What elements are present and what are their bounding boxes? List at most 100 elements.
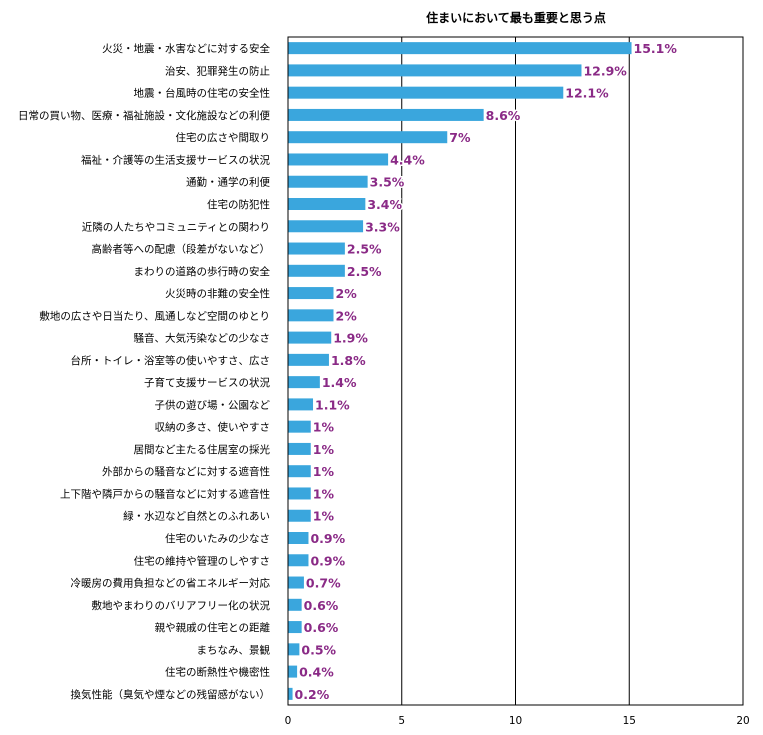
bar — [288, 398, 314, 411]
category-label: 居間など主たる住居室の採光 — [134, 443, 271, 456]
category-label: 近隣の人たちやコミュニティとの関わり — [82, 220, 270, 233]
grid — [401, 37, 630, 705]
category-label: 上下階や隣戸からの騒音などに対する遮音性 — [60, 487, 270, 500]
category-label: 騒音、大気汚染などの少なさ — [134, 332, 271, 345]
category-label: 台所・トイレ・浴室等の使いやすさ、広さ — [71, 354, 271, 367]
x-axis-ticks: 0 5 10 15 20 — [285, 715, 750, 727]
bar — [288, 665, 298, 678]
bar — [288, 153, 389, 166]
category-labels: 火災・地震・水害などに対する安全治安、犯罪発生の防止地震・台風時の住宅の安全性日… — [18, 42, 270, 701]
bar — [288, 131, 448, 144]
bar — [288, 598, 302, 611]
data-label: 1.1% — [315, 397, 350, 412]
category-label: 住宅のいたみの少なさ — [165, 532, 270, 545]
bar — [288, 175, 368, 188]
data-label: 0.9% — [310, 553, 345, 568]
bar — [288, 331, 332, 344]
bar — [288, 64, 582, 77]
data-label: 2.5% — [347, 264, 382, 279]
data-label: 0.5% — [301, 642, 336, 657]
bar — [288, 86, 564, 99]
data-label: 1.8% — [331, 353, 366, 368]
data-label: 2% — [336, 286, 358, 301]
x-tick-label: 15 — [623, 715, 636, 727]
data-label: 15.1% — [634, 41, 678, 56]
category-label: 日常の買い物、医療・福祉施設・文化施設などの利便 — [18, 109, 270, 122]
category-label: 住宅の広さや間取り — [176, 131, 271, 144]
category-label: 治安、犯罪発生の防止 — [165, 64, 270, 77]
category-label: 緑・水辺など自然とのふれあい — [123, 510, 270, 523]
data-label: 1% — [313, 464, 335, 479]
bar — [288, 242, 345, 255]
category-label: 通勤・通学の利便 — [186, 176, 270, 189]
value-labels: 15.1% 12.9% 12.1% 8.6% 7% 4.4% 3.5% 3.4% 3.3% 2.5… — [293, 40, 679, 704]
bar — [288, 509, 311, 522]
x-tick-label: 20 — [736, 715, 749, 727]
category-label: 敷地の広さや日当たり、風通しなど空間のゆとり — [39, 309, 270, 322]
category-label: 高齢者等への配慮（段差がないなど） — [92, 243, 271, 256]
category-label: 火災時の非難の安全性 — [165, 287, 270, 300]
data-label: 1.4% — [322, 375, 357, 390]
bar — [288, 643, 300, 656]
category-label: まわりの道路の歩行時の安全 — [134, 265, 271, 278]
category-label: 冷暖房の費用負担などの省エネルギー対応 — [71, 577, 271, 590]
category-label: 換気性能（臭気や煙などの残留感がない） — [71, 688, 271, 701]
bar — [288, 465, 311, 478]
data-label: 0.2% — [295, 687, 330, 702]
data-label: 0.6% — [304, 620, 339, 635]
data-label: 0.6% — [304, 598, 339, 613]
bar — [288, 42, 632, 55]
bar — [288, 287, 334, 300]
bar — [288, 198, 366, 210]
category-label: 地震・台風時の住宅の安全性 — [134, 87, 271, 100]
data-label: 4.4% — [390, 152, 425, 167]
data-label: 2.5% — [347, 242, 382, 257]
data-label: 0.4% — [299, 665, 334, 680]
bar — [288, 687, 293, 700]
category-label: 住宅の維持や管理のしやすさ — [134, 554, 270, 567]
category-label: 子育て支援サービスの状況 — [144, 376, 270, 389]
data-label: 1% — [313, 442, 335, 457]
bar — [288, 487, 311, 500]
bar — [288, 376, 320, 389]
data-label: 2% — [336, 308, 358, 323]
x-tick-label: 5 — [398, 715, 405, 727]
bar — [288, 264, 345, 277]
x-tick-label: 0 — [285, 715, 292, 727]
category-label: 住宅の断熱性や機密性 — [165, 666, 270, 679]
category-label: まちなみ、景観 — [197, 643, 271, 656]
data-label: 1% — [313, 486, 335, 501]
category-label: 外部からの騒音などに対する遮音性 — [102, 465, 270, 478]
bar — [288, 442, 311, 455]
data-label: 12.1% — [565, 86, 609, 101]
data-label: 1% — [313, 420, 335, 435]
bar — [288, 108, 484, 121]
data-label: 12.9% — [583, 63, 627, 78]
category-label: 子供の遊び場・公園など — [155, 398, 271, 411]
bar — [288, 576, 304, 589]
data-label: 3.3% — [365, 219, 400, 234]
bar — [288, 532, 309, 544]
data-label: 1.9% — [333, 331, 368, 346]
data-label: 0.7% — [306, 576, 341, 591]
category-label: 火災・地震・水害などに対する安全 — [102, 42, 270, 55]
category-label: 収納の多さ、使いやすさ — [155, 421, 271, 434]
data-label: 0.9% — [310, 531, 345, 546]
data-label: 3.4% — [367, 197, 402, 212]
category-label: 親や親戚の住宅との距離 — [155, 621, 271, 634]
data-label: 1% — [313, 509, 335, 524]
chart-title: 住まいにおいて最も重要と思う点 — [426, 10, 606, 25]
bar — [288, 420, 311, 433]
plot-area-frame — [287, 36, 744, 706]
data-label: 7% — [449, 130, 471, 145]
bar — [288, 621, 302, 634]
category-label: 敷地やまわりのバリアフリー化の状況 — [92, 599, 271, 612]
x-tick-label: 10 — [509, 715, 522, 727]
category-label: 福祉・介護等の生活支援サービスの状況 — [81, 153, 270, 166]
bar — [288, 554, 309, 567]
bars — [288, 42, 632, 700]
category-label: 住宅の防犯性 — [207, 198, 270, 211]
bar — [288, 353, 329, 366]
data-label: 3.5% — [370, 175, 405, 190]
